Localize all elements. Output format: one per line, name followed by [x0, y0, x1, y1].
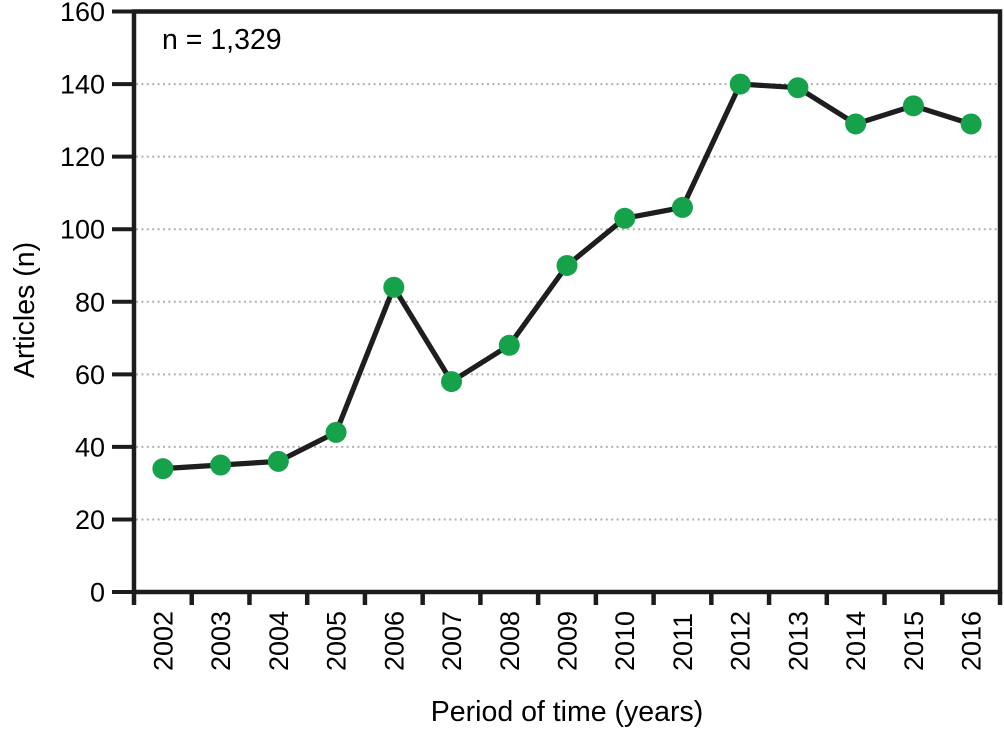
- y-tick-label-80: 80: [75, 287, 105, 317]
- data-point-2007: [441, 371, 463, 393]
- x-tick-label-2010: 2010: [610, 611, 640, 671]
- y-tick-label-60: 60: [75, 360, 105, 390]
- ticks-layer: [112, 9, 1003, 605]
- x-tick-label-2006: 2006: [379, 611, 409, 671]
- x-tick-label-2013: 2013: [783, 611, 813, 671]
- x-tick-label-2011: 2011: [668, 613, 698, 671]
- data-point-2010: [614, 207, 636, 229]
- data-point-2006: [383, 276, 405, 298]
- data-point-2013: [787, 77, 809, 99]
- data-point-2005: [325, 421, 347, 443]
- x-tick-label-2005: 2005: [322, 611, 352, 671]
- x-tick-label-2014: 2014: [841, 611, 871, 671]
- y-tick-label-100: 100: [60, 215, 105, 245]
- plot-border: [131, 9, 1003, 595]
- data-point-2011: [671, 196, 693, 218]
- y-tick-label-160: 160: [60, 0, 105, 27]
- data-point-2012: [729, 73, 751, 95]
- axes-layer: [131, 9, 1003, 595]
- tick-labels-layer: 0 20 40 60 80 100 120 140 160 2002 2003 2004 2005 200…: [60, 0, 987, 671]
- data-point-2016: [960, 113, 982, 135]
- x-tick-label-2016: 2016: [957, 611, 987, 671]
- x-tick-label-2007: 2007: [437, 611, 467, 671]
- data-series-layer: [152, 73, 982, 480]
- x-tick-label-2015: 2015: [899, 611, 929, 671]
- y-tick-label-20: 20: [75, 505, 105, 535]
- data-point-2003: [210, 454, 232, 476]
- x-tick-label-2009: 2009: [553, 611, 583, 671]
- y-axis-title: Articles (n): [9, 242, 41, 378]
- data-point-2008: [498, 334, 520, 356]
- trend-line: [160, 81, 974, 472]
- x-tick-label-2008: 2008: [495, 611, 525, 671]
- data-point-2014: [845, 113, 867, 135]
- x-tick-label-2012: 2012: [726, 611, 756, 671]
- sample-size-annotation: n = 1,329: [162, 24, 282, 56]
- x-tick-label-2003: 2003: [206, 611, 236, 671]
- data-point-2002: [152, 458, 174, 480]
- data-point-2015: [902, 95, 924, 117]
- y-tick-label-120: 120: [60, 142, 105, 172]
- data-point-2004: [267, 450, 289, 472]
- data-point-2009: [556, 254, 578, 276]
- y-tick-label-140: 140: [60, 70, 105, 100]
- x-tick-label-2004: 2004: [264, 611, 294, 671]
- x-tick-label-2002: 2002: [148, 611, 178, 671]
- y-tick-label-0: 0: [90, 578, 105, 608]
- y-tick-label-40: 40: [75, 432, 105, 462]
- x-axis-title: Period of time (years): [431, 696, 703, 728]
- gridlines-layer: [136, 83, 998, 521]
